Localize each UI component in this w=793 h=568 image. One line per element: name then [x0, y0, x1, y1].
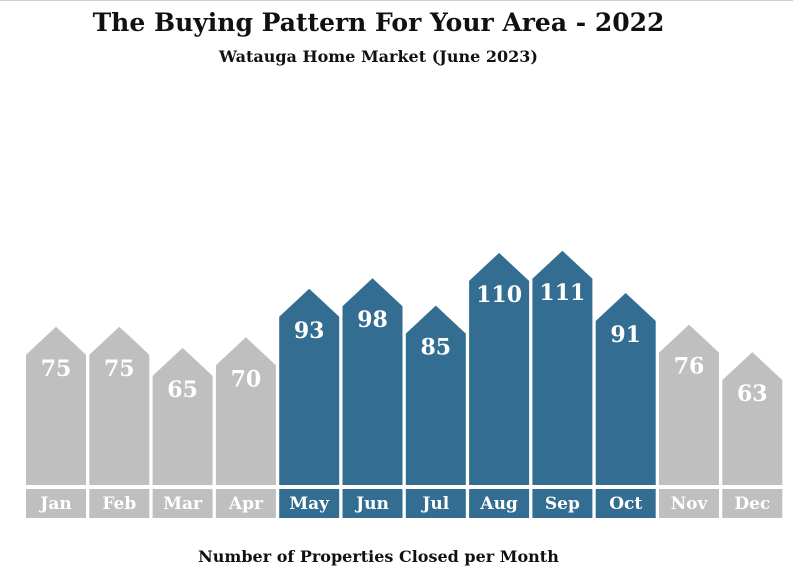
data-label-may: 93	[294, 318, 325, 344]
data-label-sep: 111	[539, 280, 585, 306]
data-label-dec: 63	[737, 381, 768, 407]
bar-may	[279, 288, 340, 485]
data-label-aug: 110	[476, 282, 522, 308]
bar-chart: 75 Jan 75 Feb 65 Mar 70 Apr 93 May 98 Jun 85 Jul 110 Au…	[26, 250, 783, 518]
category-box-jan	[26, 489, 86, 518]
category-box-mar	[152, 489, 213, 518]
data-label-nov: 76	[674, 354, 705, 380]
category-label-dec: Dec	[734, 494, 770, 514]
data-label-jan: 75	[41, 356, 72, 382]
data-label-feb: 75	[104, 356, 135, 382]
category-box-aug	[469, 489, 530, 518]
category-label-oct: Oct	[609, 494, 642, 514]
category-label-jan: Jan	[38, 494, 71, 514]
bar-dec	[722, 352, 783, 485]
category-label-aug: Aug	[479, 494, 518, 514]
category-label-jul: Jul	[420, 494, 449, 514]
bar-nov	[659, 324, 719, 485]
category-label-apr: Apr	[228, 494, 264, 514]
top-rule	[0, 0, 793, 1]
bar-jul	[405, 305, 466, 485]
category-label-sep: Sep	[545, 494, 580, 514]
category-box-apr	[215, 489, 276, 518]
category-box-nov	[659, 489, 719, 518]
category-label-feb: Feb	[102, 494, 136, 514]
category-box-may	[279, 489, 340, 518]
category-label-jun: Jun	[354, 494, 389, 514]
bar-aug	[469, 252, 530, 485]
bar-jan	[26, 326, 86, 485]
category-label-mar: Mar	[163, 494, 203, 514]
data-label-apr: 70	[231, 366, 262, 392]
category-box-jun	[342, 489, 403, 518]
bar-jun	[342, 278, 403, 485]
category-box-feb	[89, 489, 150, 518]
category-box-jul	[405, 489, 466, 518]
chart-footer-label: Number of Properties Closed per Month	[198, 547, 559, 566]
category-box-dec	[722, 489, 783, 518]
data-label-jun: 98	[357, 307, 388, 333]
category-box-oct	[595, 489, 656, 518]
bar-apr	[215, 337, 276, 485]
bar-oct	[595, 292, 656, 485]
chart-subtitle: Watauga Home Market (June 2023)	[219, 47, 538, 66]
bar-mar	[152, 347, 213, 485]
bar-sep	[532, 250, 593, 485]
data-label-oct: 91	[610, 322, 641, 348]
data-label-mar: 65	[167, 377, 198, 403]
category-label-nov: Nov	[671, 494, 709, 514]
category-box-sep	[532, 489, 593, 518]
category-label-may: May	[289, 494, 330, 514]
bar-feb	[89, 326, 150, 485]
chart-title: The Buying Pattern For Your Area - 2022	[92, 8, 665, 37]
data-label-jul: 85	[420, 335, 451, 361]
